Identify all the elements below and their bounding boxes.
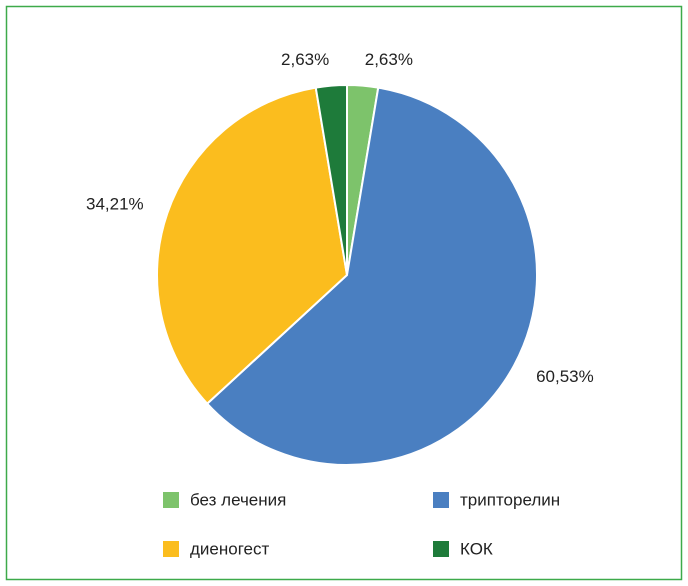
legend-swatch [163,492,179,508]
data-label: 60,53% [536,367,594,386]
legend-swatch [433,492,449,508]
legend-label: КОК [460,539,493,558]
data-label: 2,63% [281,50,329,69]
legend-label: трипторелин [460,490,560,509]
legend-label: без лечения [190,490,286,509]
data-label: 34,21% [86,195,144,214]
legend-label: диеногест [190,539,269,558]
legend-swatch [433,541,449,557]
data-label: 2,63% [365,50,413,69]
pie-slice [205,86,538,466]
pie-slice [156,86,349,406]
legend-swatch [163,541,179,557]
pie-slice [314,83,348,276]
